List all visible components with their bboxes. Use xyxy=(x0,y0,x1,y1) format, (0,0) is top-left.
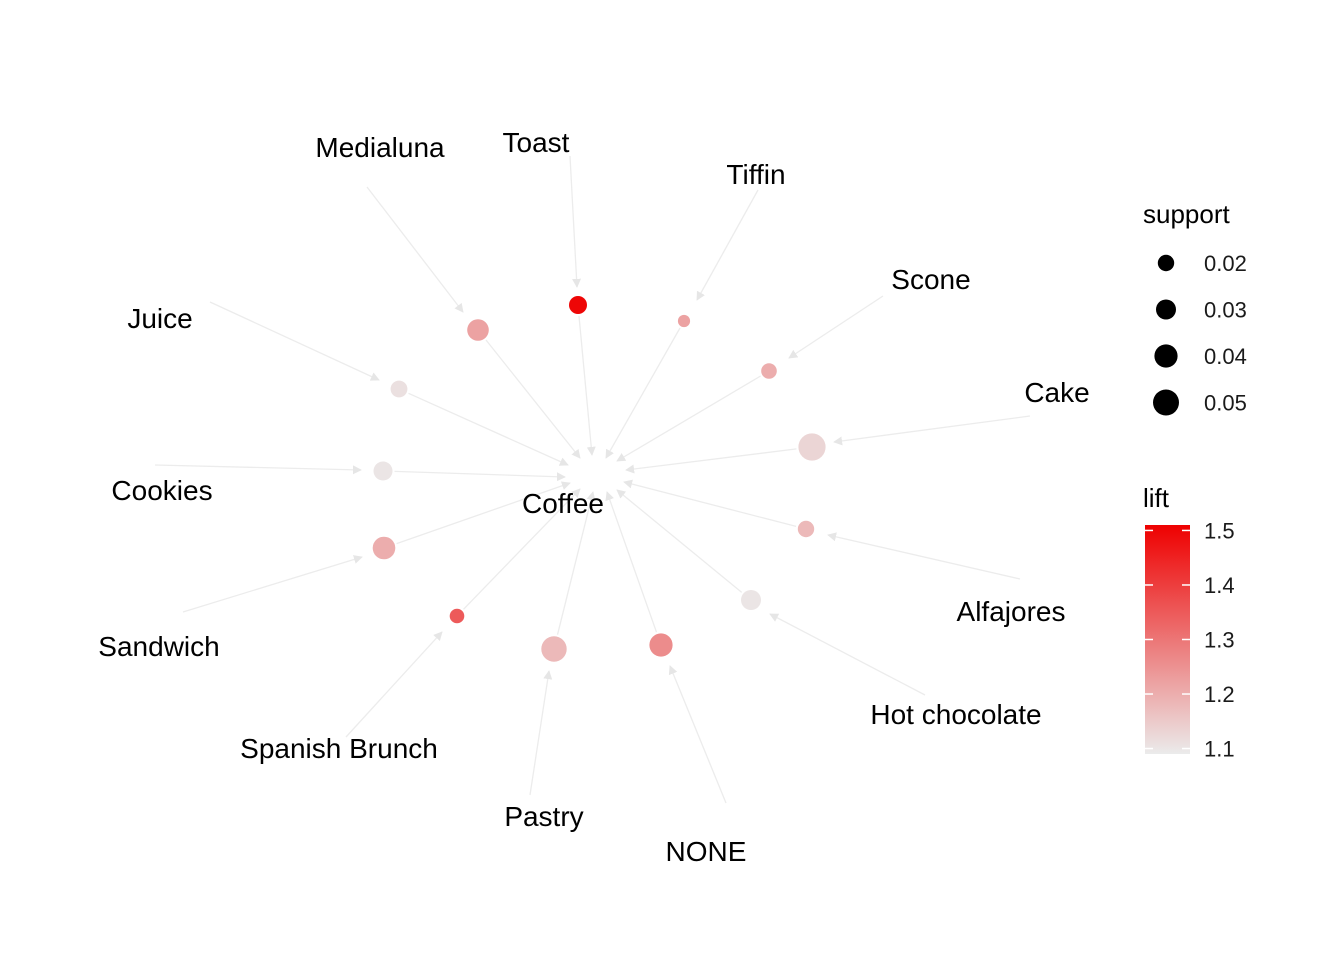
rule-node-pastry xyxy=(541,636,567,662)
edge-alfajores-to-rule xyxy=(827,532,1021,580)
support-legend-label-0: 0.02 xyxy=(1204,251,1247,276)
edge-rule-none-to-coffee xyxy=(605,491,658,633)
rule-node-spanish-brunch xyxy=(449,608,465,624)
item-label-juice: Juice xyxy=(127,303,192,334)
support-legend-title: support xyxy=(1143,199,1230,229)
support-legend-marker-0 xyxy=(1157,254,1175,272)
item-label-toast: Toast xyxy=(503,127,570,158)
rule-node-cookies xyxy=(373,461,393,481)
lift-legend: lift 1.5 1.4 1.3 1.2 1.1 xyxy=(1143,483,1235,762)
item-label-sandwich: Sandwich xyxy=(98,631,219,662)
item-label-pastry: Pastry xyxy=(504,801,583,832)
edge-spanish-brunch-to-rule xyxy=(345,631,443,738)
support-legend-marker-1 xyxy=(1156,299,1176,320)
lift-tick-label-3: 1.2 xyxy=(1204,682,1235,707)
rule-node-sandwich xyxy=(372,536,396,560)
support-legend: support 0.02 0.03 0.04 0.05 xyxy=(1143,199,1247,416)
edge-scone-to-rule xyxy=(788,295,884,359)
rule-node-none xyxy=(649,633,673,657)
edge-rule-cookies-to-coffee xyxy=(394,470,566,482)
edge-rule-medialuna-to-coffee xyxy=(485,339,581,459)
edge-tiffin-to-rule xyxy=(696,189,759,301)
edge-rule-sandwich-to-coffee xyxy=(396,481,571,545)
rule-node-hot-chocolate xyxy=(741,590,761,610)
edge-sandwich-to-rule xyxy=(182,555,363,613)
edge-rule-alfajores-to-coffee xyxy=(623,479,797,528)
edge-rule-tiffin-to-coffee xyxy=(605,327,681,459)
lift-tick-label-2: 1.3 xyxy=(1204,628,1235,653)
item-labels-layer: Toast Tiffin Scone Cake Alfajores Hot chocola… xyxy=(98,127,1089,867)
support-legend-label-3: 0.05 xyxy=(1204,391,1247,416)
lift-tick-label-1: 1.4 xyxy=(1204,573,1235,598)
item-label-spanish-brunch: Spanish Brunch xyxy=(240,733,438,764)
lift-tick-label-0: 1.5 xyxy=(1204,518,1235,543)
rule-node-toast xyxy=(569,296,587,314)
edge-cookies-to-rule xyxy=(154,464,362,475)
edge-rule-scone-to-coffee xyxy=(616,375,761,462)
edge-toast-to-rule xyxy=(569,155,582,288)
edge-rule-hot-chocolate-to-coffee xyxy=(616,489,743,593)
item-label-cake: Cake xyxy=(1024,377,1089,408)
edge-rule-juice-to-coffee xyxy=(408,392,569,466)
item-label-none: NONE xyxy=(666,836,747,867)
edge-pastry-to-rule xyxy=(529,670,553,796)
lift-legend-title: lift xyxy=(1143,483,1170,513)
support-legend-label-2: 0.04 xyxy=(1204,344,1247,369)
edge-cake-to-rule xyxy=(833,415,1031,446)
rule-node-alfajores xyxy=(797,520,815,538)
edge-rule-cake-to-coffee xyxy=(625,448,797,474)
rule-node-juice xyxy=(390,380,408,398)
edge-rule-toast-to-coffee xyxy=(578,315,596,456)
item-label-alfajores: Alfajores xyxy=(957,596,1066,627)
item-label-cookies: Cookies xyxy=(111,475,212,506)
item-label-medialuna: Medialuna xyxy=(315,132,445,163)
item-label-hot-chocolate: Hot chocolate xyxy=(870,699,1041,730)
edges-layer xyxy=(154,155,1031,804)
support-legend-marker-2 xyxy=(1154,344,1178,368)
rule-node-medialuna xyxy=(467,319,489,341)
item-label-scone: Scone xyxy=(891,264,970,295)
item-label-tiffin: Tiffin xyxy=(726,159,785,190)
rule-nodes-layer xyxy=(372,296,826,662)
lift-tick-label-4: 1.1 xyxy=(1204,737,1235,762)
center-item-label: Coffee xyxy=(522,488,604,519)
rule-node-cake xyxy=(798,433,826,461)
edge-rule-spanish-brunch-to-coffee xyxy=(463,488,581,610)
edge-none-to-rule xyxy=(668,665,727,804)
edge-hot-chocolate-to-rule xyxy=(769,613,926,696)
rule-node-tiffin xyxy=(677,314,691,328)
edge-rule-pastry-to-coffee xyxy=(556,491,596,635)
edge-juice-to-rule xyxy=(209,301,380,381)
edge-medialuna-to-rule xyxy=(366,186,464,313)
support-legend-marker-3 xyxy=(1153,389,1179,416)
rule-node-scone xyxy=(761,363,777,379)
support-legend-label-1: 0.03 xyxy=(1204,298,1247,323)
